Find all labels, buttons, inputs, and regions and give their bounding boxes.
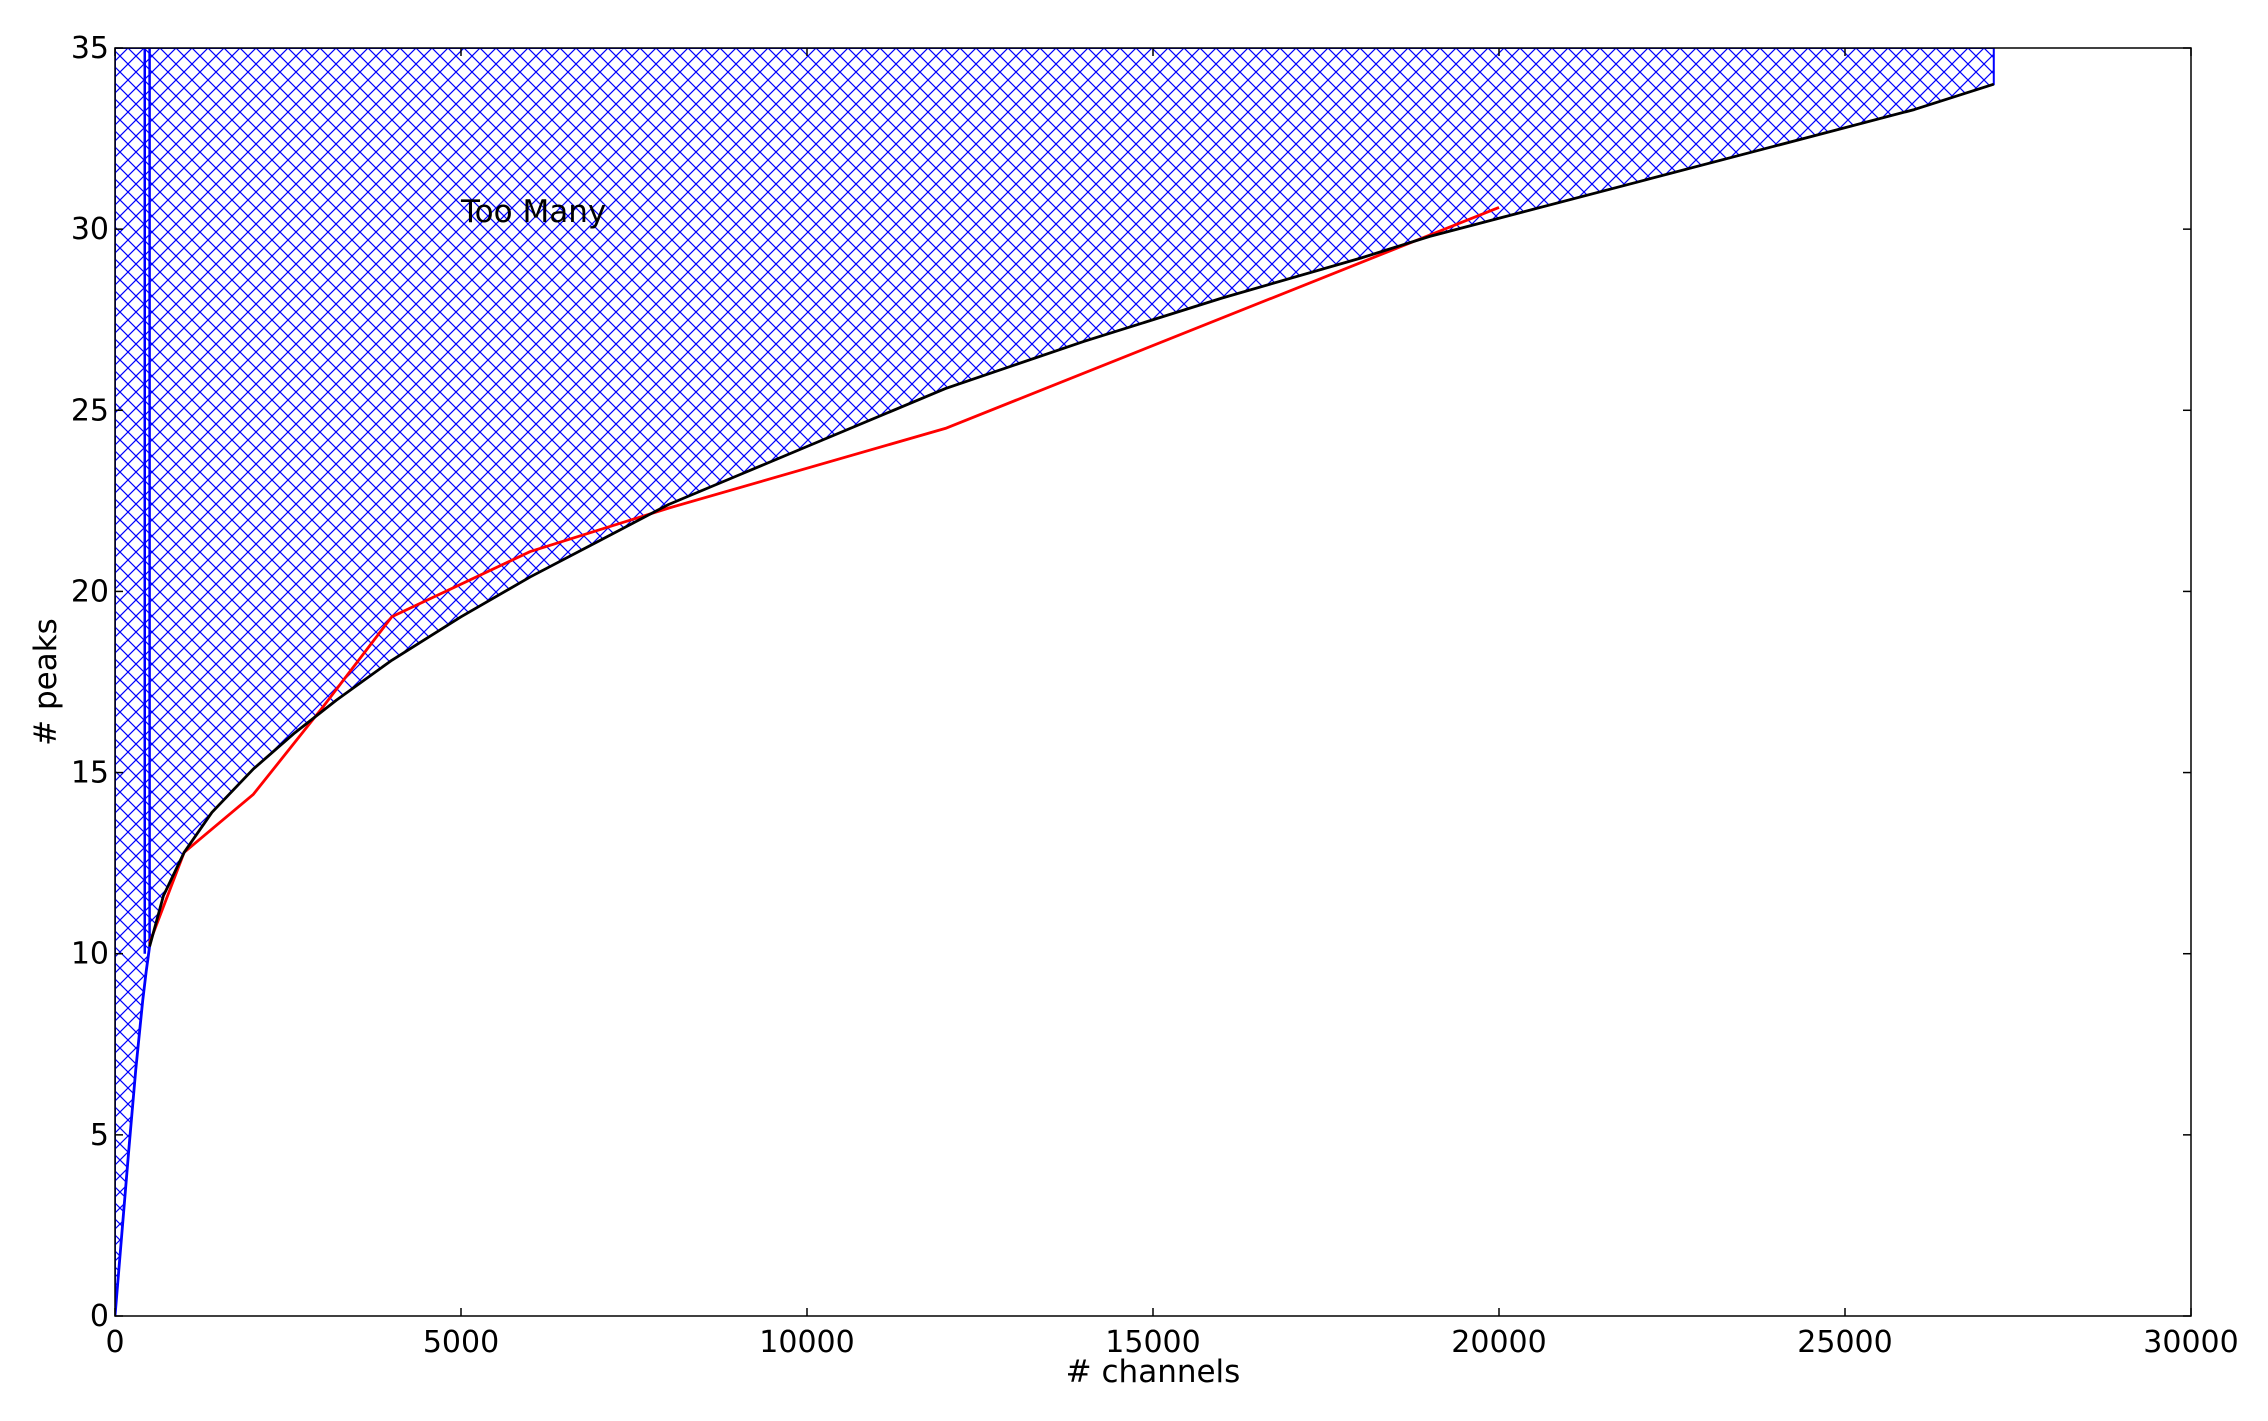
y-tick-label: 15 — [71, 756, 109, 791]
series-lines — [115, 82, 1995, 1316]
y-tick-label: 30 — [71, 212, 109, 247]
y-tick-label: 20 — [71, 574, 109, 609]
series-line-2 — [115, 946, 151, 1316]
annotation-too-many: Too Many — [460, 194, 606, 230]
x-tick-label: 30000 — [2143, 1325, 2238, 1360]
x-tick-label: 20000 — [1451, 1325, 1546, 1360]
x-tick-label: 15000 — [1105, 1325, 1200, 1360]
x-axis-label: # channels — [1066, 1354, 1241, 1390]
x-tick-label: 10000 — [759, 1325, 854, 1360]
y-tick-label: 5 — [90, 1118, 109, 1153]
x-tick-label: 0 — [105, 1325, 124, 1360]
y-axis-label: # peaks — [28, 618, 64, 746]
y-tick-label: 25 — [71, 393, 109, 428]
x-tick-label: 25000 — [1797, 1325, 1892, 1360]
axis-ticks — [114, 47, 2192, 1317]
y-tick-label: 10 — [71, 937, 109, 972]
too-many-hatched-region — [115, 48, 1995, 1316]
y-tick-labels: 0 5 10 15 20 25 30 35 — [71, 31, 109, 1334]
series-line-1 — [148, 206, 1500, 944]
x-tick-labels: 0 5000 10000 15000 20000 25000 30000 — [105, 1325, 2238, 1360]
y-tick-label: 0 — [90, 1299, 109, 1334]
x-tick-label: 5000 — [423, 1325, 499, 1360]
hatched-fill-area — [115, 48, 1995, 1316]
series-line-0 — [148, 82, 1995, 947]
y-tick-label: 35 — [71, 31, 109, 66]
